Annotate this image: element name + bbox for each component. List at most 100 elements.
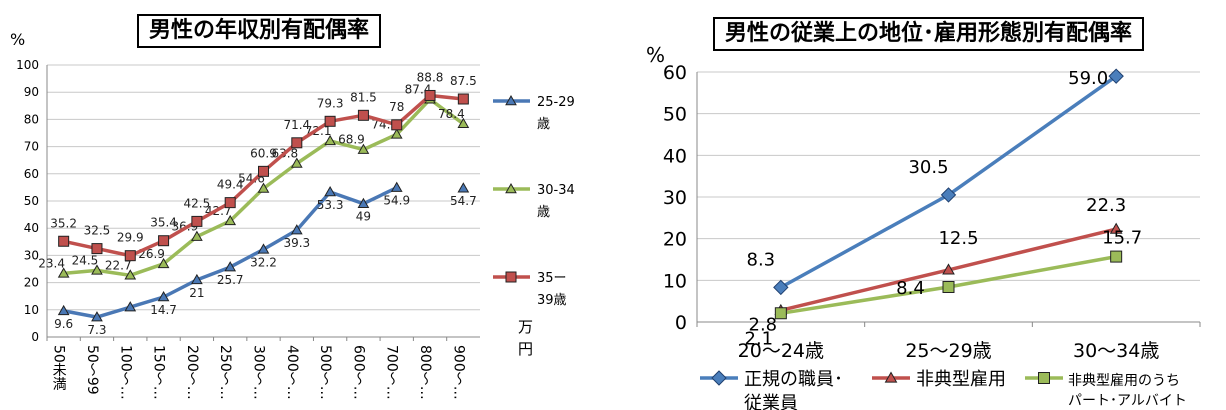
chart-1-data-label: 14.7 <box>150 303 177 317</box>
chart-1-data-label: 35.4 <box>150 216 177 230</box>
chart-2-point <box>942 281 955 293</box>
chart-2-x-tick: 25～29歳 <box>905 340 991 362</box>
chart-2-y-unit: % <box>646 43 665 67</box>
chart-1-data-label: 68.9 <box>338 133 365 147</box>
chart-1-y-tick: 0 <box>31 330 39 344</box>
chart-2-data-label: 30.5 <box>908 157 948 178</box>
chart-1-point <box>224 214 237 226</box>
chart-1-data-label: 25.7 <box>217 273 244 287</box>
chart-2-data-label: 59.0 <box>1068 68 1108 89</box>
chart-1-point <box>324 115 336 127</box>
chart-1-point <box>158 235 170 247</box>
chart-1-data-label: 32.2 <box>250 255 277 269</box>
chart-1-point <box>157 257 170 269</box>
chart-1-point <box>257 243 270 254</box>
chart-1-data-label: 78 <box>389 100 404 114</box>
chart-2-point <box>773 279 789 296</box>
chart-1-x-tick: 800～… <box>417 345 433 400</box>
chart-2-y-tick: 0 <box>675 312 687 334</box>
chart-1-x-tick: 500～… <box>317 345 333 400</box>
chart-1-point <box>157 291 170 302</box>
chart-1-data-label: 21 <box>189 286 204 300</box>
chart-1-point <box>357 143 370 154</box>
chart-2-series-line <box>779 74 1118 289</box>
chart-1-point <box>124 250 136 262</box>
chart-1-x-unit: 円 <box>518 340 533 358</box>
chart-1-data-label: 54.7 <box>450 194 477 208</box>
chart-1-y-unit: % <box>10 30 25 49</box>
chart-1-point <box>357 197 370 208</box>
chart-1-data-label: 7.3 <box>87 323 106 337</box>
chart-2-x-tick: 20～24歳 <box>738 340 824 362</box>
chart-2-data-label: 8.4 <box>896 278 925 299</box>
chart-2-data-label: 12.5 <box>938 228 978 249</box>
chart-1-data-label: 24.5 <box>72 253 99 267</box>
chart-2-y-tick: 60 <box>663 62 687 84</box>
chart-1-x-tick: 300～… <box>251 345 267 400</box>
chart-1-data-label: 60.9 <box>250 146 277 160</box>
chart-1-y-tick: 70 <box>24 140 39 154</box>
chart-1-x-tick: 400～… <box>284 345 300 400</box>
chart-2-data-label: 15.7 <box>1102 228 1142 249</box>
chart-1-x-tick: 150～… <box>151 345 167 400</box>
chart-1-legend-label: 歳 <box>537 205 550 220</box>
chart-1-point <box>57 304 70 316</box>
chart-1-point <box>324 186 336 197</box>
chart-2-point <box>1109 222 1123 234</box>
chart-2-point <box>1108 68 1124 84</box>
chart-1-point <box>91 311 103 322</box>
chart-1-x-tick: 50～99 <box>84 345 100 395</box>
chart-1-point <box>224 261 237 272</box>
chart-1-x-tick: 50未満 <box>51 345 67 391</box>
chart-1-point <box>391 119 403 131</box>
chart-1-legend-label: 25-29 <box>537 95 575 110</box>
chart-1-point <box>390 128 403 139</box>
chart-1-point <box>357 109 369 121</box>
chart-1-point <box>291 137 303 149</box>
chart-1-data-label: 79.3 <box>317 96 344 110</box>
chart-1-data-label: 71.4 <box>283 118 310 132</box>
chart-2-y-tick: 10 <box>663 270 687 292</box>
chart-1-data-label: 29.9 <box>117 231 144 245</box>
chart-1-point <box>324 134 336 146</box>
chart-1-y-tick: 40 <box>24 221 39 235</box>
chart-1-legend-marker <box>505 94 517 106</box>
chart-2-legend-marker <box>711 370 727 386</box>
chart-1-point <box>57 267 70 278</box>
chart-2-y-tick: 20 <box>663 229 687 251</box>
chart-2-point <box>942 263 955 275</box>
chart-1-x-tick: 200～… <box>184 345 200 400</box>
chart-2-y-tick: 50 <box>663 104 687 126</box>
chart-2-data-label: 2.1 <box>745 328 774 349</box>
chart-2-point <box>774 307 787 320</box>
chart-1-data-label: 87.5 <box>450 74 477 88</box>
chart-1-y-tick: 50 <box>24 194 39 208</box>
chart-1-data-label: 42.5 <box>184 196 211 210</box>
chart-1-point <box>290 224 303 235</box>
chart-1-data-label: 49 <box>356 210 371 224</box>
chart-2-y-tick: 30 <box>663 187 687 209</box>
chart-2-title: 男性の従業上の地位･雇用形態別有配偶率 <box>713 17 1145 51</box>
chart-2-point <box>940 187 957 203</box>
chart-1-data-label: 49.4 <box>217 178 244 192</box>
chart-1-point <box>91 264 103 275</box>
chart-1-data-label: 35.2 <box>50 216 77 230</box>
chart-2-legend-label: 非典型雇用のうち <box>1068 372 1180 389</box>
chart-2-y-tick: 40 <box>663 145 687 167</box>
chart-1-data-label: 32.5 <box>84 224 111 238</box>
chart-1-legend-label: 35ー <box>537 271 567 286</box>
chart-1-data-label: 22.7 <box>105 258 132 272</box>
chart-2-data-label: 8.3 <box>747 249 776 270</box>
chart-2-data-label: 2.8 <box>749 314 778 335</box>
chart-1-x-unit: 万 <box>518 318 533 336</box>
chart-1-data-label: 9.6 <box>54 317 73 331</box>
chart-1-legend-label: 39歳 <box>537 293 567 308</box>
chart-1-point <box>58 235 70 247</box>
chart-1-point <box>224 197 236 209</box>
chart-1-data-label: 39.3 <box>283 236 310 250</box>
chart-1-data-label: 88.8 <box>417 70 444 84</box>
chart-2-legend-marker <box>884 371 898 383</box>
chart-1-x-tick: 700～… <box>384 345 400 400</box>
chart-1-legend-marker <box>505 182 517 194</box>
chart-1-data-label: 78.4 <box>438 107 465 121</box>
